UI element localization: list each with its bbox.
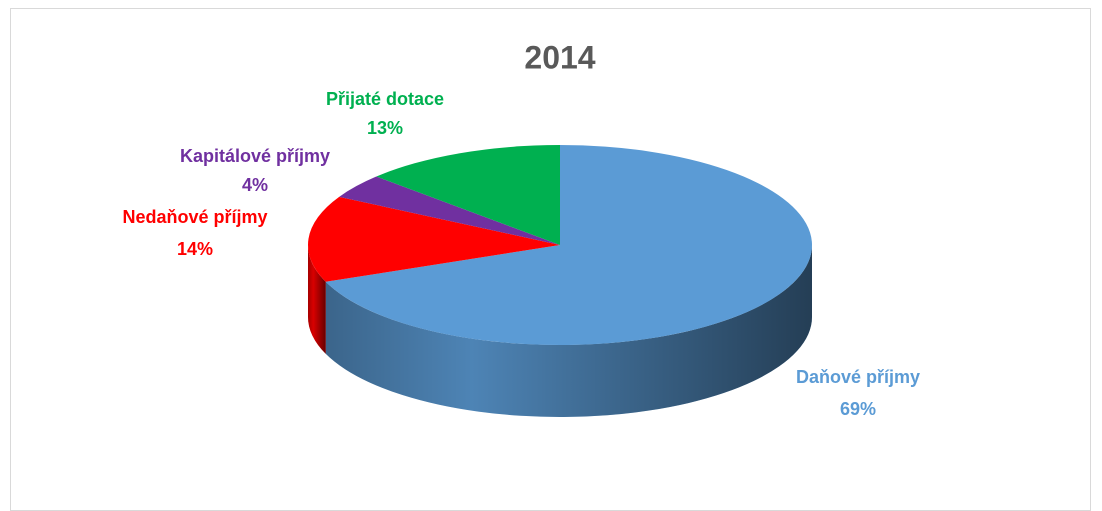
chart-title: 2014: [524, 39, 595, 75]
slice: [339, 176, 560, 245]
slice-label: Kapitálové příjmy: [180, 146, 330, 166]
slice-label: Nedaňové příjmy: [122, 207, 267, 227]
slice-value-label: 4%: [242, 175, 268, 195]
slice-label: Přijaté dotace: [326, 89, 444, 109]
slice-value-label: 13%: [367, 118, 403, 138]
slice-value-label: 14%: [177, 239, 213, 259]
slice-value-label: 69%: [840, 399, 876, 419]
slice-side-shade: [325, 245, 813, 418]
slice: [325, 145, 812, 346]
slice-label: Daňové příjmy: [796, 367, 920, 387]
slice: [308, 196, 560, 282]
slice: [376, 145, 560, 245]
slice-side-shade: [308, 245, 326, 354]
